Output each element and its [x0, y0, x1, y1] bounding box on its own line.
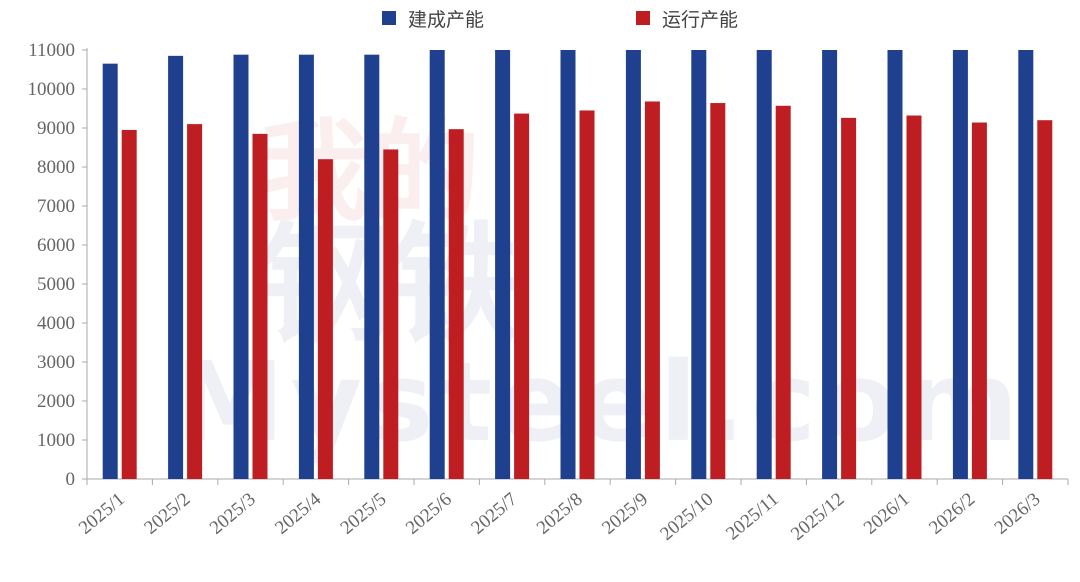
x-tick-label: 2025/12 [787, 489, 848, 545]
bar-running-capacity-2026/2 [971, 122, 987, 479]
bar-running-capacity-2025/4 [317, 159, 333, 479]
x-tick-label: 2025/1 [75, 489, 129, 539]
bar-running-capacity-2025/11 [775, 105, 791, 480]
x-tick-label: 2025/3 [206, 489, 260, 539]
x-tick-label: 2025/7 [467, 489, 521, 539]
x-tick-label: 2026/2 [925, 489, 979, 539]
legend-swatch-running [636, 11, 650, 25]
x-tick-label: 2025/6 [402, 489, 456, 539]
y-tick-label: 3000 [37, 352, 75, 373]
bar-built-capacity-2025/5 [364, 54, 380, 480]
legend-swatch-built [382, 11, 396, 25]
bar-running-capacity-2025/7 [514, 113, 530, 479]
y-tick-label: 7000 [37, 196, 75, 217]
y-tick-label: 4000 [37, 313, 75, 334]
bar-running-capacity-2025/5 [383, 149, 399, 479]
svg-text:Mysteel.com: Mysteel.com [175, 338, 1024, 466]
legend-label-running: 运行产能 [662, 9, 738, 31]
y-tick-label: 6000 [37, 235, 75, 256]
bar-built-capacity-2025/3 [233, 54, 249, 480]
y-tick-label: 1000 [37, 430, 75, 451]
bar-running-capacity-2025/12 [841, 117, 857, 480]
y-tick-label: 0 [66, 469, 76, 490]
bar-running-capacity-2025/10 [710, 103, 726, 479]
x-tick-label: 2026/3 [991, 489, 1045, 539]
x-tick-label: 2025/2 [140, 489, 194, 539]
bar-built-capacity-2025/10 [691, 50, 707, 479]
y-tick-label: 11000 [28, 40, 75, 61]
bar-running-capacity-2025/9 [644, 101, 660, 479]
bar-built-capacity-2026/1 [887, 50, 903, 479]
bar-running-capacity-2025/2 [187, 124, 203, 479]
bar-running-capacity-2025/3 [252, 133, 268, 479]
legend: 建成产能 运行产能 [382, 9, 738, 31]
bar-running-capacity-2026/1 [906, 115, 922, 480]
bar-built-capacity-2025/2 [168, 55, 184, 479]
bar-running-capacity-2025/6 [448, 129, 464, 480]
x-tick-label: 2025/11 [722, 489, 783, 545]
bar-built-capacity-2025/11 [756, 50, 772, 479]
x-tick-label: 2026/1 [860, 489, 914, 539]
bar-built-capacity-2025/1 [102, 63, 118, 480]
x-tick-label: 2025/10 [656, 489, 717, 545]
x-tick-label: 2025/9 [598, 489, 652, 539]
bar-built-capacity-2026/2 [952, 50, 968, 479]
bar-built-capacity-2026/3 [1018, 50, 1034, 479]
x-tick-label: 2025/8 [533, 489, 587, 539]
y-tick-label: 8000 [37, 157, 75, 178]
x-tick-label: 2025/5 [337, 489, 391, 539]
bar-built-capacity-2025/7 [495, 50, 511, 479]
x-tick-label: 2025/4 [271, 488, 325, 538]
y-tick-label: 5000 [37, 274, 75, 295]
legend-label-built: 建成产能 [408, 9, 484, 31]
bar-running-capacity-2025/8 [579, 110, 595, 479]
bar-running-capacity-2025/1 [121, 129, 137, 479]
y-tick-label: 9000 [37, 118, 75, 139]
y-tick-label: 2000 [37, 391, 75, 412]
bars [102, 50, 1053, 480]
bar-built-capacity-2025/9 [625, 50, 641, 479]
bar-built-capacity-2025/6 [429, 50, 445, 479]
y-tick-label: 10000 [28, 79, 76, 100]
bar-running-capacity-2026/3 [1037, 120, 1053, 479]
bar-built-capacity-2025/4 [298, 54, 314, 480]
bar-built-capacity-2025/12 [822, 50, 838, 479]
bar-built-capacity-2025/8 [560, 50, 576, 479]
